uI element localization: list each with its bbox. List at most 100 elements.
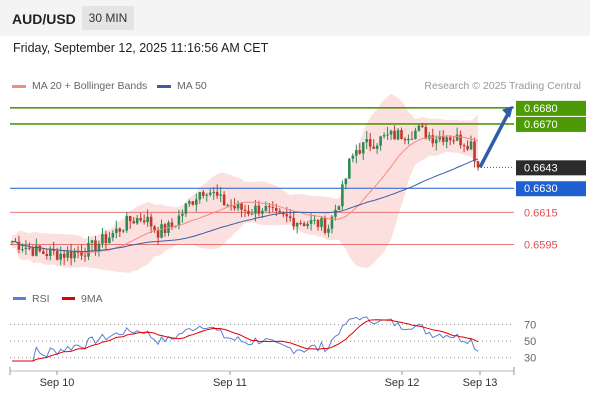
candle-body <box>201 192 205 196</box>
candle-body <box>285 214 289 217</box>
candle-body <box>250 213 254 215</box>
candle-body <box>455 134 459 141</box>
candle-body <box>76 251 80 253</box>
candle-body <box>139 218 142 221</box>
candle-body <box>292 217 295 227</box>
candle-body <box>188 201 191 204</box>
candle-body <box>208 192 212 195</box>
candlesticks <box>10 122 480 266</box>
candle-body <box>254 205 257 214</box>
candle-body <box>247 210 250 215</box>
ma20-line <box>11 135 479 254</box>
candle-body <box>375 145 379 149</box>
candle-body <box>62 253 66 258</box>
candle-body <box>403 139 407 141</box>
candle-body <box>97 243 101 251</box>
candle-body <box>257 205 261 214</box>
candle-body <box>348 158 351 179</box>
candle-body <box>299 222 302 224</box>
x-tick-Sep-11: Sep 11 <box>213 377 247 389</box>
current-price-label: 0.6643 <box>524 162 558 174</box>
candle-body <box>101 234 104 244</box>
candle-body <box>153 226 156 231</box>
candle-body <box>344 178 348 185</box>
timestamp: Friday, September 12, 2025 11:16:56 AM C… <box>13 41 269 55</box>
candle-body <box>80 251 83 256</box>
candle-body <box>261 210 264 214</box>
candle-body <box>115 228 118 234</box>
candle-body <box>295 222 299 227</box>
candle-body <box>313 219 316 221</box>
forecast-arrow-shaft <box>478 111 511 169</box>
candle-body <box>354 150 358 156</box>
legend-ma20: MA 20 + Bollinger Bands <box>12 80 147 92</box>
level-label-0.6615: 0.6615 <box>524 207 558 219</box>
legend-ma50-label: MA 50 <box>177 80 207 92</box>
candle-body <box>462 145 466 147</box>
candle-body <box>320 218 323 227</box>
candle-body <box>125 216 129 231</box>
candle-body <box>66 251 69 258</box>
level-label-0.6630: 0.6630 <box>524 183 558 195</box>
candle-body <box>476 161 480 168</box>
candle-body <box>271 207 275 209</box>
candle-body <box>94 240 97 251</box>
candle-body <box>400 130 403 140</box>
level-badge-0.6680 <box>516 100 586 116</box>
9ma-legend-label: 9MA <box>81 293 103 305</box>
candle-body <box>389 130 393 135</box>
candle-body <box>149 216 153 227</box>
candle-body <box>195 199 198 205</box>
candle-body <box>87 242 90 257</box>
candle-body <box>368 139 372 147</box>
candle-body <box>55 251 59 260</box>
candle-body <box>205 194 209 196</box>
ma20-swatch-icon <box>12 84 26 88</box>
candle-body <box>407 138 410 141</box>
candle-body <box>382 135 386 137</box>
ma50-line <box>11 158 479 253</box>
candle-body <box>59 253 62 260</box>
candle-body <box>302 223 306 227</box>
candle-body <box>393 130 396 140</box>
9ma-swatch-icon <box>62 297 75 300</box>
candle-body <box>177 215 181 226</box>
candle-body <box>421 125 424 127</box>
candle-body <box>170 222 174 228</box>
candle-body <box>215 192 219 196</box>
candle-body <box>351 155 355 159</box>
candle-body <box>21 249 24 251</box>
candle-body <box>41 251 45 254</box>
legend-ma20-label: MA 20 + Bollinger Bands <box>32 80 148 92</box>
forecast-arrow-head <box>502 105 513 118</box>
candle-body <box>90 240 94 243</box>
candle-body <box>466 145 469 150</box>
x-tick-Sep-13: Sep 13 <box>463 377 498 389</box>
level-label-0.6595: 0.6595 <box>524 239 558 251</box>
candle-body <box>38 245 42 252</box>
rsi-tick-50: 50 <box>524 336 536 348</box>
rsi-panel: RSI 9MA 70 50 30 <box>10 293 536 365</box>
chart-header: AUD/USD 30 MIN <box>0 0 590 36</box>
candle-body <box>121 230 125 232</box>
candle-body <box>278 210 282 213</box>
level-label-0.6680: 0.6680 <box>524 103 558 115</box>
x-tick-Sep-10: Sep 10 <box>40 377 75 389</box>
rsi-line <box>12 316 479 362</box>
timeframe-button[interactable]: 30 MIN <box>82 6 134 30</box>
moving-averages <box>11 105 513 254</box>
credit-text: Research © 2025 Trading Central <box>424 80 581 92</box>
candle-body <box>441 136 445 142</box>
candle-body <box>361 142 365 154</box>
time-axis: Sep 10 Sep 11 Sep 12 Sep 13 <box>9 367 515 389</box>
candle-body <box>452 140 455 142</box>
symbol-title: AUD/USD <box>12 11 76 27</box>
candle-body <box>181 213 184 216</box>
9ma-line <box>12 319 479 362</box>
candle-body <box>327 228 330 233</box>
candle-body <box>160 224 163 238</box>
candle-body <box>212 192 216 194</box>
bollinger-band-area <box>12 93 478 273</box>
candle-body <box>219 194 222 196</box>
candle-body <box>240 203 243 210</box>
